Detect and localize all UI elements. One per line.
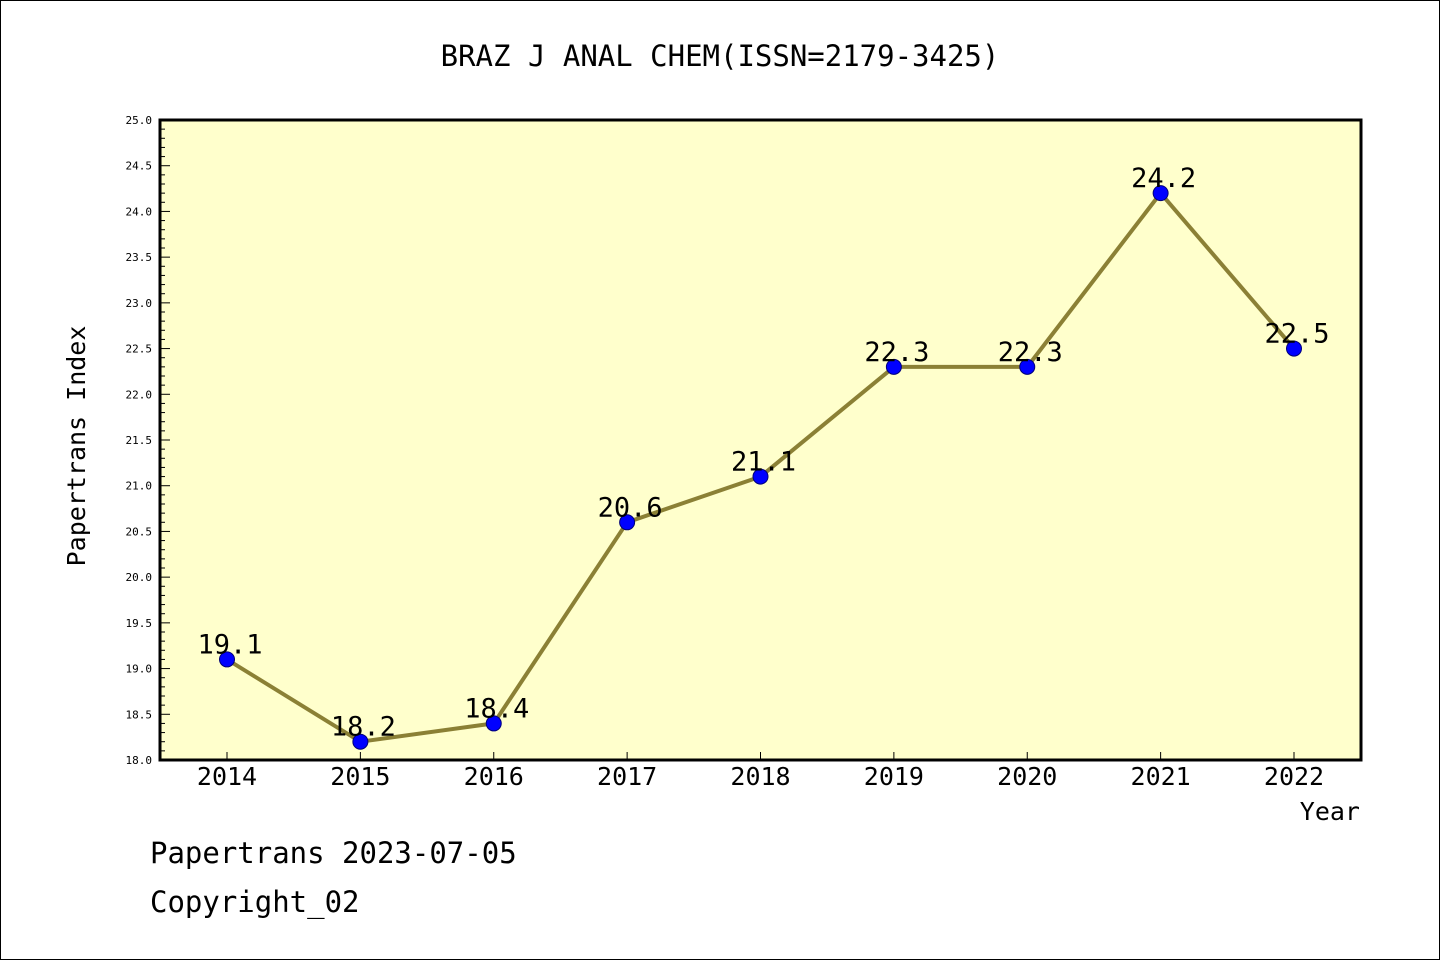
data-point-2020 xyxy=(1019,358,1036,375)
y-tick-label: 19.0 xyxy=(126,663,153,676)
data-label-2017: 20.6 xyxy=(598,492,663,523)
x-tick-label: 2014 xyxy=(197,762,257,791)
x-tick-label: 2017 xyxy=(597,762,657,791)
data-label-2020: 22.3 xyxy=(998,337,1063,368)
data-label-2021: 24.2 xyxy=(1131,163,1196,194)
data-label-2015: 18.2 xyxy=(331,712,396,743)
y-tick-label: 21.5 xyxy=(126,434,153,447)
data-label-2018: 21.1 xyxy=(731,447,796,478)
y-tick-label: 18.0 xyxy=(126,754,153,767)
x-tick-label: 2020 xyxy=(997,762,1057,791)
plot-border xyxy=(158,118,1363,762)
y-tick-label: 24.0 xyxy=(126,205,153,218)
y-tick-label: 23.5 xyxy=(126,251,153,264)
x-tick-label: 2018 xyxy=(730,762,790,791)
footer-copyright-line: Copyright_02 xyxy=(150,885,360,919)
y-tick-label: 22.5 xyxy=(126,343,153,356)
data-label-2016: 18.4 xyxy=(464,693,529,724)
y-tick-label: 22.0 xyxy=(126,388,153,401)
data-point-2016 xyxy=(485,715,502,732)
y-axis-label: Papertrans Index xyxy=(62,326,91,567)
x-tick-label: 2015 xyxy=(330,762,390,791)
footer-date-line: Papertrans 2023-07-05 xyxy=(150,836,517,870)
x-tick-label: 2016 xyxy=(464,762,524,791)
y-axis: 18.0 18.5 19.0 19.5 20.0 20.5 21.0 21.5 22.0 22.5… xyxy=(126,114,170,767)
data-point-2021 xyxy=(1152,185,1169,202)
y-tick-label: 25.0 xyxy=(126,114,153,127)
y-tick-label: 19.5 xyxy=(126,617,153,630)
x-axis-label: Year xyxy=(1300,797,1360,826)
y-tick-label: 20.0 xyxy=(126,571,153,584)
x-tick-label: 2021 xyxy=(1131,762,1191,791)
data-point-2018 xyxy=(752,468,769,485)
y-tick-label: 23.0 xyxy=(126,297,153,310)
data-labels: 19.1 18.2 18.4 20.6 21.1 22.3 22.3 24.2 22.5 xyxy=(197,163,1329,743)
data-point-2019 xyxy=(885,358,902,375)
data-points xyxy=(219,185,1302,750)
x-axis: 2014 2015 2016 2017 2018 2019 2020 2021 2022 xyxy=(197,752,1324,791)
x-tick-label: 2019 xyxy=(864,762,924,791)
x-tick-label: 2022 xyxy=(1264,762,1324,791)
plot-area xyxy=(160,120,1361,760)
data-point-2017 xyxy=(619,514,636,531)
y-tick-label: 18.5 xyxy=(126,708,153,721)
data-point-2022 xyxy=(1286,340,1302,357)
data-point-2015 xyxy=(352,733,369,750)
y-tick-label: 20.5 xyxy=(126,525,153,538)
data-label-2014: 19.1 xyxy=(197,629,262,660)
data-label-2019: 22.3 xyxy=(864,337,929,368)
data-point-2014 xyxy=(219,651,235,668)
y-tick-label: 21.0 xyxy=(126,480,153,493)
data-label-2022: 22.5 xyxy=(1264,319,1329,350)
y-tick-label: 24.5 xyxy=(126,160,153,173)
chart-title: BRAZ J ANAL CHEM(ISSN=2179-3425) xyxy=(441,39,1000,73)
